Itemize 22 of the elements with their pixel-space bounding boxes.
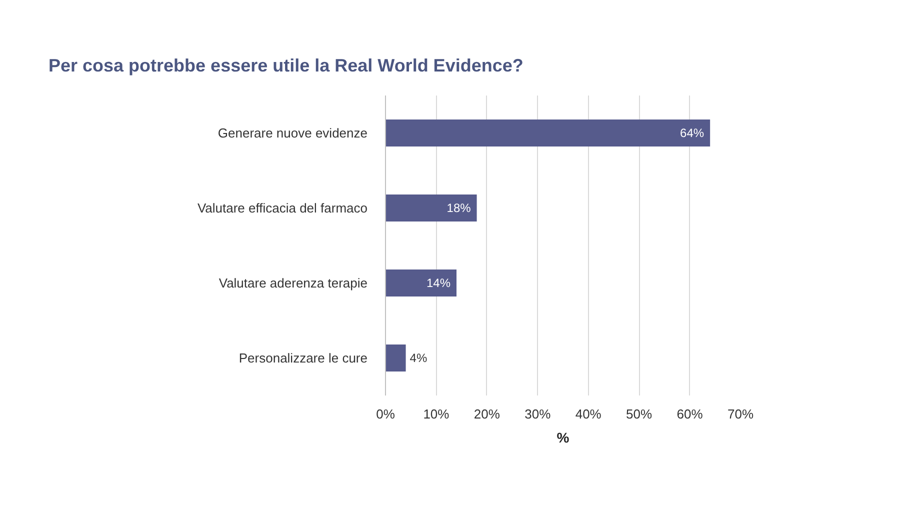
x-tick-label: 20% <box>474 406 500 422</box>
bar <box>386 194 477 222</box>
y-tick-label: Valutare efficacia del farmaco <box>197 200 368 216</box>
x-tick-label: 50% <box>626 406 653 422</box>
x-tick-label: 0% <box>376 406 396 422</box>
y-tick-label: Valutare aderenza terapie <box>218 276 368 290</box>
x-tick-label: 30% <box>524 406 552 422</box>
data-label: 14% <box>426 276 451 290</box>
y-tick-label: Personalizzare le cure <box>238 350 368 366</box>
x-tick-label: 10% <box>423 406 450 422</box>
x-tick-label: 60% <box>676 406 704 422</box>
data-label: 18% <box>446 201 472 215</box>
bar <box>386 344 406 372</box>
bar <box>386 120 710 146</box>
x-axis-title: % <box>556 430 570 446</box>
bar <box>386 270 456 296</box>
x-tick-label: 40% <box>575 406 602 422</box>
data-label: 4% <box>410 351 428 365</box>
x-tick-label: 70% <box>727 406 754 422</box>
chart-title: Per cosa potrebbe essere utile la Real World Evidence? <box>48 56 524 76</box>
data-label: 64% <box>680 126 704 140</box>
y-tick-label: Generare nuove evidenze <box>218 126 368 140</box>
